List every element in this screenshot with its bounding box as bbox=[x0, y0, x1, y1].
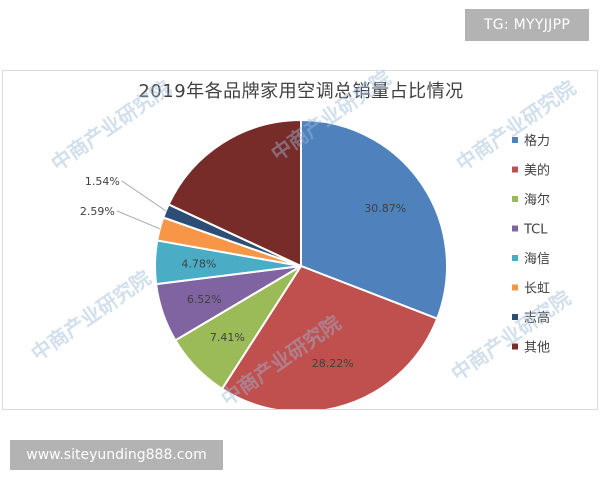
data-label: 30.87% bbox=[364, 202, 406, 215]
tg-badge: TG: MYYJJPP bbox=[465, 9, 589, 41]
data-label: 4.78% bbox=[181, 257, 216, 270]
legend-swatch bbox=[512, 255, 518, 261]
data-label: 6.52% bbox=[187, 293, 222, 306]
pie-chart: 30.87% 28.22% 7.41% 6.52% 4.78% 2.59% 1.54% 格力美… bbox=[80, 118, 550, 409]
legend-swatch bbox=[512, 343, 518, 350]
chart-title: 2019年各品牌家用空调总销量占比情况 bbox=[138, 81, 464, 102]
legend-label: 其他 bbox=[524, 341, 550, 356]
pie-slice-格力 bbox=[300, 118, 448, 320]
legend-swatch bbox=[512, 314, 518, 320]
legend-swatch bbox=[512, 166, 518, 173]
legend-swatch bbox=[512, 137, 518, 143]
pie-slice-美的 bbox=[220, 264, 439, 409]
legend-swatch bbox=[512, 225, 518, 232]
chart-frame: 2019年各品牌家用空调总销量占比情况 30.87% 28.22% 7.41% 6.5… bbox=[2, 70, 598, 410]
legend-swatch bbox=[512, 196, 518, 202]
data-label: 2.59% bbox=[80, 205, 115, 218]
legend-label: 志高 bbox=[524, 310, 550, 326]
legend-label: 长虹 bbox=[524, 282, 550, 297]
legend-swatch bbox=[512, 284, 518, 291]
legend-label: 美的 bbox=[524, 163, 550, 179]
leader-line bbox=[116, 210, 160, 230]
legend-label: TCL bbox=[523, 223, 548, 238]
data-label: 28.22% bbox=[312, 357, 354, 370]
legend-label: 海尔 bbox=[524, 193, 550, 208]
pie-slice-其他 bbox=[167, 118, 302, 268]
data-label: 1.54% bbox=[85, 175, 120, 188]
legend-label: 海信 bbox=[524, 252, 550, 267]
legend-label: 格力 bbox=[524, 133, 550, 149]
data-label: 7.41% bbox=[210, 331, 245, 344]
leader-line bbox=[121, 180, 167, 212]
site-badge: www.siteyunding888.com bbox=[10, 440, 223, 470]
